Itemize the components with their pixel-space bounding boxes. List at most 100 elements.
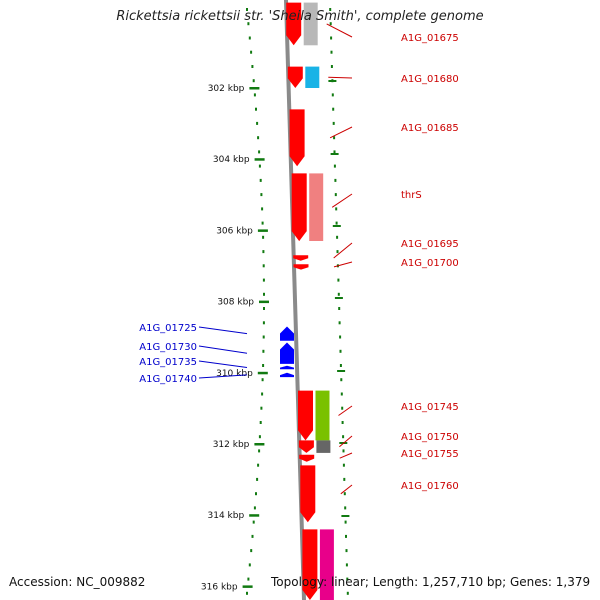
- scale-major-tick: [254, 158, 265, 161]
- scale-tick-dot: [261, 221, 264, 225]
- gene-label: A1G_01735: [139, 357, 197, 368]
- scale-tick-dot: [260, 193, 263, 197]
- scale-tick-dot: [260, 406, 263, 410]
- scale-tick-dot: [252, 79, 255, 83]
- scale-tick-dot: [261, 378, 264, 382]
- reverse-gene-arrow: [280, 365, 294, 370]
- gene-feature-block: [303, 2, 318, 46]
- gene-leader-line: [198, 360, 248, 368]
- scale-tick-dot: [262, 321, 265, 325]
- gene-leader-line: [331, 193, 353, 208]
- scale-tick-dot: [248, 36, 251, 40]
- lane-tick-dash: [334, 297, 343, 299]
- scale-label: 310 kbp: [216, 369, 253, 379]
- lane-tick-dot: [340, 392, 343, 396]
- lane-tick-dot: [344, 520, 347, 524]
- gene-leader-line: [339, 435, 353, 448]
- scale-tick-dot: [248, 563, 251, 567]
- lane-tick-dot: [342, 463, 345, 467]
- scale-tick-dot: [259, 421, 262, 424]
- lane-tick-dot: [330, 65, 333, 68]
- scale-tick-dot: [263, 307, 265, 310]
- forward-gene-arrow: [286, 2, 302, 46]
- gene-label: thrS: [401, 190, 422, 201]
- scale-tick-dot: [258, 449, 261, 453]
- gene-label: A1G_01745: [401, 402, 459, 413]
- scale-tick-dot: [256, 477, 259, 481]
- gene-label: A1G_01750: [401, 432, 459, 443]
- lane-tick-dash: [332, 225, 341, 227]
- lane-tick-dot: [342, 449, 345, 453]
- lane-tick-dot: [338, 307, 341, 310]
- scale-tick-dot: [246, 591, 248, 595]
- scale-tick-dot: [253, 93, 256, 97]
- scale-label: 312 kbp: [213, 440, 250, 450]
- scale-major-tick: [242, 585, 253, 588]
- scale-tick-dot: [252, 520, 255, 524]
- lane-tick-dot: [346, 577, 349, 581]
- lane-tick-dot: [340, 378, 343, 382]
- lane-tick-dot: [345, 534, 347, 538]
- lane-tick-dot: [330, 50, 333, 54]
- gene-leader-line: [198, 345, 248, 354]
- forward-gene-arrow: [302, 529, 318, 600]
- gene-feature-block: [319, 529, 334, 600]
- gene-leader-line: [328, 76, 353, 79]
- lane-tick-dot: [329, 8, 332, 11]
- scale-major-tick: [259, 300, 269, 304]
- reverse-gene-arrow: [280, 326, 294, 341]
- forward-gene-arrow: [300, 465, 316, 523]
- scale-tick-dot: [257, 136, 260, 140]
- gene-leader-line: [333, 261, 353, 268]
- scale-tick-dot: [262, 250, 265, 254]
- scale-tick-dot: [256, 121, 259, 125]
- gene-label: A1G_01700: [401, 258, 459, 269]
- gene-label: A1G_01740: [139, 374, 197, 385]
- genome-title: Rickettsia rickettsii str. 'Sheila Smith…: [116, 9, 484, 24]
- gene-label: A1G_01755: [401, 449, 459, 460]
- lane-tick-dot: [344, 506, 347, 510]
- lane-tick-dot: [331, 93, 334, 97]
- lane-tick-dot: [334, 178, 337, 182]
- scale-tick-dot: [261, 392, 264, 396]
- scale-tick-dot: [253, 506, 256, 510]
- lane-tick-dot: [337, 278, 340, 282]
- lane-tick-dot: [335, 207, 338, 211]
- gene-leader-line: [333, 242, 353, 259]
- scale-major-tick: [257, 371, 268, 375]
- reverse-gene-arrow: [280, 342, 294, 364]
- lane-tick-dot: [333, 164, 336, 168]
- forward-gene-arrow: [298, 440, 314, 453]
- scale-tick-dot: [262, 364, 265, 367]
- lane-tick-dash: [337, 370, 346, 372]
- lane-tick-dash: [341, 515, 350, 517]
- scale-label: 306 kbp: [216, 226, 253, 236]
- lane-tick-dot: [337, 292, 340, 296]
- lane-tick-dot: [330, 36, 333, 40]
- scale-tick-dot: [257, 463, 260, 467]
- gene-label: A1G_01675: [401, 33, 459, 44]
- forward-gene-arrow: [291, 173, 307, 242]
- scale-tick-dot: [261, 207, 264, 211]
- genome-summary: Topology: linear; Length: 1,257,710 bp; …: [271, 575, 591, 589]
- gene-label: A1G_01730: [139, 342, 197, 353]
- lane-tick-dot: [336, 250, 339, 254]
- scale-label: 316 kbp: [201, 582, 238, 592]
- lane-tick-dot: [346, 591, 349, 595]
- gene-label: A1G_01680: [401, 74, 459, 85]
- forward-gene-arrow: [287, 66, 303, 88]
- gene-leader-line: [326, 23, 353, 38]
- lane-tick-dot: [334, 193, 337, 197]
- scale-tick-dot: [247, 22, 250, 26]
- forward-gene-arrow: [299, 454, 315, 462]
- lane-tick-dot: [341, 421, 344, 424]
- lane-tick-dot: [332, 121, 335, 125]
- scale-tick-dot: [262, 235, 265, 239]
- lane-tick-dash: [328, 80, 337, 82]
- scale-tick-dot: [246, 8, 248, 11]
- gene-leader-line: [339, 452, 353, 459]
- scale-major-tick: [249, 87, 260, 90]
- gene-feature-block: [315, 390, 330, 441]
- scale-tick-dot: [262, 349, 265, 353]
